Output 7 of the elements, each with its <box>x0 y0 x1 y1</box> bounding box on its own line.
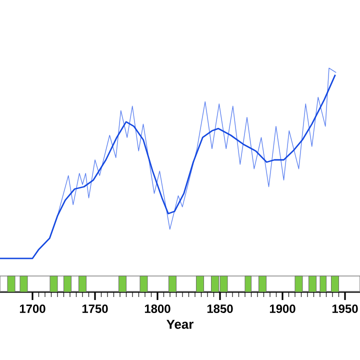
x-tick-label: 1800 <box>144 304 170 313</box>
x-tick-label: 1950 <box>332 304 358 313</box>
x-tick-label: 1700 <box>20 304 46 313</box>
x-tick-label: 1750 <box>82 304 108 313</box>
x-axis-title: Year <box>166 320 194 329</box>
x-tick-label: 1900 <box>270 304 296 313</box>
x-tick-label: 1850 <box>207 304 233 313</box>
